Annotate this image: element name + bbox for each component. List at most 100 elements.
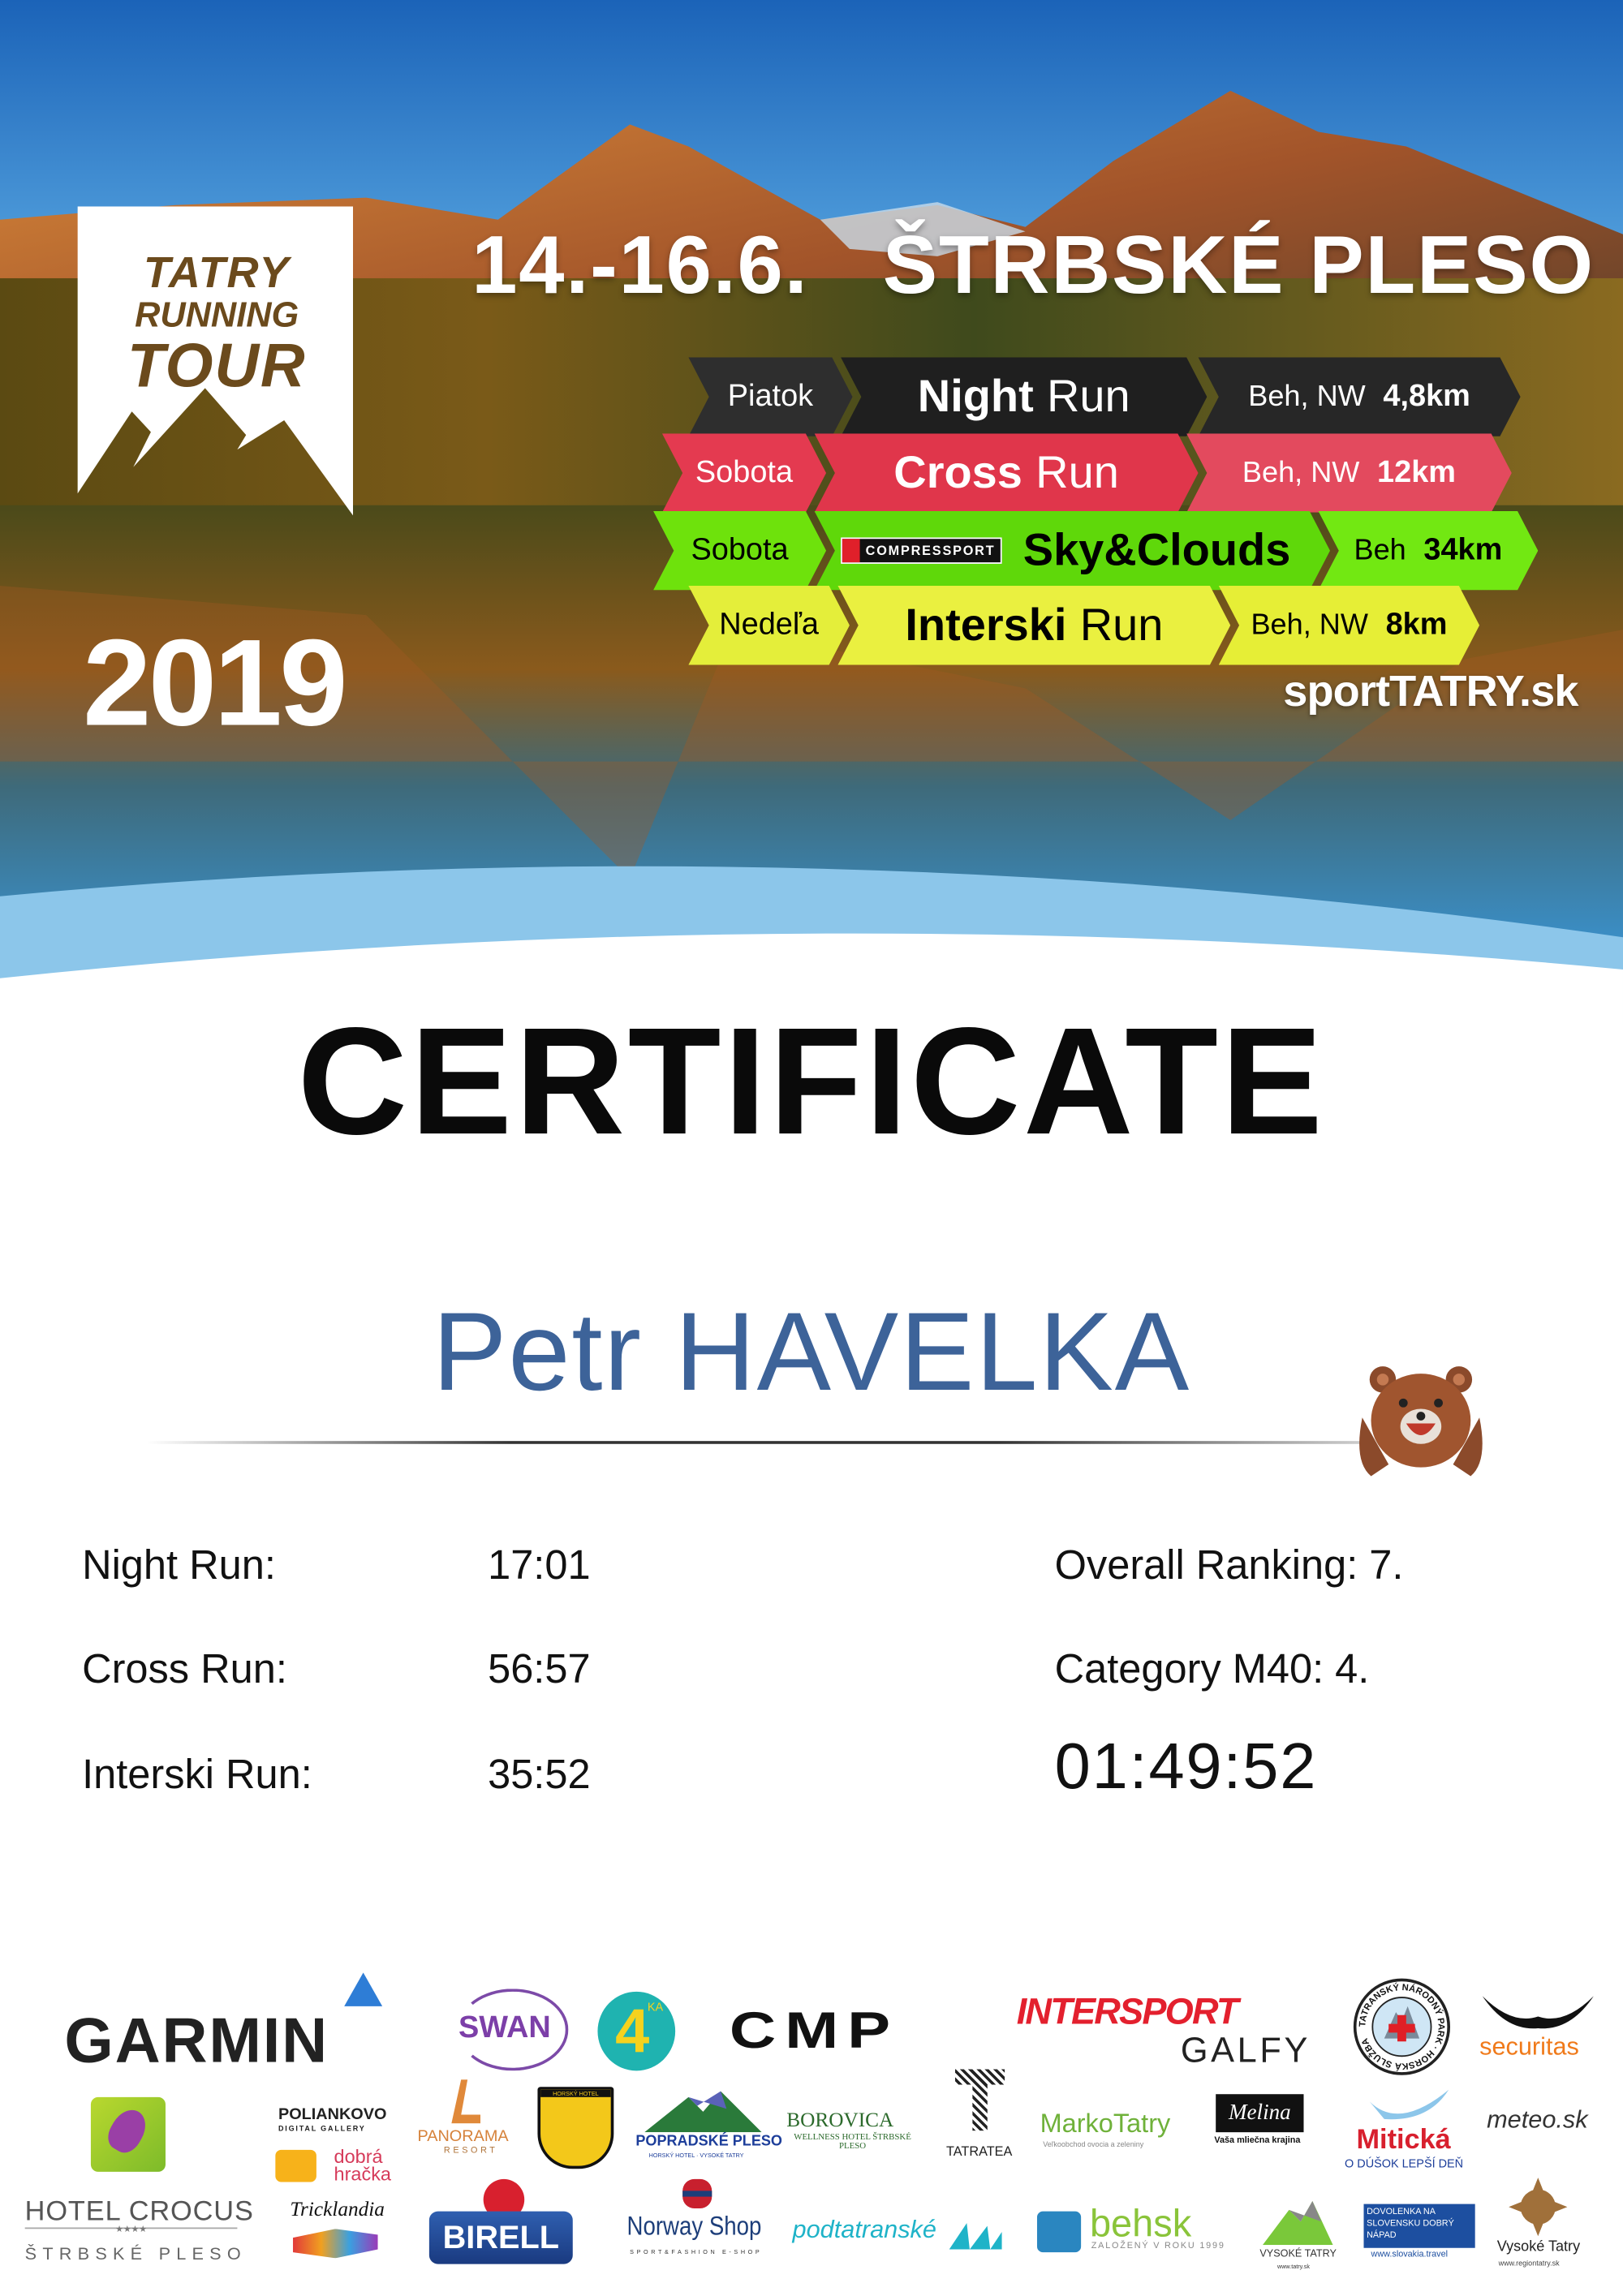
race-type: Beh, NW bbox=[1248, 380, 1366, 413]
sponsor-hotel-crocus: HOTEL CROCUS bbox=[24, 2196, 254, 2228]
logo-line-tour: TOUR bbox=[127, 330, 307, 400]
sponsor-galfy: GALFY bbox=[1180, 2031, 1311, 2071]
category-ranking: Category M40: 4. bbox=[1054, 1645, 1370, 1692]
region-url: www.regiontatry.sk bbox=[1498, 2259, 1560, 2269]
swan-circle bbox=[457, 1989, 569, 2071]
crocus-petal bbox=[102, 2103, 153, 2158]
sponsor-securitas: securitas bbox=[1479, 2032, 1579, 2061]
sponsor-dobra-hracka: dobrá hračka bbox=[334, 2145, 392, 2186]
logo-line-tatry: TATRY bbox=[143, 248, 291, 298]
race-day: Sobota bbox=[662, 433, 826, 512]
sponsor-norway-shop: Norway Shop bbox=[626, 2211, 762, 2241]
result-label-night-run: Night Run: bbox=[82, 1541, 276, 1588]
norway-flag-icon bbox=[682, 2178, 712, 2209]
name-underline-divider bbox=[146, 1441, 1363, 1444]
slovakia-travel-url: www.slovakia.travel bbox=[1371, 2251, 1449, 2260]
race-ribbon-sky-clouds: Sobota COMPRESSPORT Sky&Clouds Beh 34km bbox=[653, 511, 1538, 590]
race-name-bold: Night bbox=[917, 370, 1034, 422]
sponsor-marko-tatry: MarkoTatry bbox=[1040, 2109, 1171, 2139]
panorama-l-icon bbox=[451, 2079, 481, 2124]
race-type: Beh bbox=[1354, 533, 1406, 566]
sponsor-4ka: 4 KA bbox=[597, 1991, 676, 2071]
race-name-rest: Run bbox=[1035, 446, 1119, 498]
sponsor-popradske-pleso: POPRADSKÉ PLESO bbox=[635, 2133, 782, 2150]
race-km: 34km bbox=[1423, 533, 1503, 567]
sponsor-garmin: GARMIN bbox=[64, 2006, 329, 2077]
certificate-title: CERTIFICATE bbox=[297, 997, 1326, 1167]
tatratea-t-icon bbox=[954, 2069, 1005, 2131]
sponsor-sliezsky-dom: HORSKÝ HOTEL bbox=[537, 2087, 614, 2169]
popradske-pleso-mountain-icon bbox=[644, 2091, 762, 2133]
tricklandia-rainbow-icon bbox=[293, 2229, 378, 2259]
race-name: Cross Run bbox=[815, 433, 1199, 512]
vysoke-tatry-mountain-icon bbox=[1262, 2200, 1333, 2246]
race-distance: Beh, NW 4,8km bbox=[1199, 357, 1521, 436]
event-dates: 14.-16.6. bbox=[471, 217, 809, 311]
race-ribbon-night-run: Piatok Night Run Beh, NW 4,8km bbox=[688, 357, 1523, 436]
behsk-leg-icon bbox=[1036, 2211, 1082, 2253]
sponsor-borovica: BOROVICA bbox=[786, 2110, 894, 2133]
race-day: Piatok bbox=[688, 357, 852, 436]
securitas-eagle-icon bbox=[1482, 1996, 1594, 2029]
dobra-hracka-icon bbox=[275, 2149, 316, 2182]
popradske-sub: HORSKÝ HOTEL · VYSOKÉ TATRY bbox=[648, 2151, 744, 2159]
sponsor-behsk: behsk bbox=[1089, 2200, 1192, 2246]
result-label-interski-run: Interski Run: bbox=[82, 1751, 312, 1797]
race-name: Interski Run bbox=[837, 586, 1230, 664]
race-km: 4,8km bbox=[1383, 379, 1470, 414]
norway-sub: SPORT&FASHION E-SHOP bbox=[630, 2247, 763, 2255]
miticka-water-splash-icon bbox=[1369, 2089, 1449, 2120]
race-distance: Beh, NW 8km bbox=[1219, 586, 1479, 664]
borovica-sub: WELLNESS HOTEL ŠTRBSKÉ PLESO bbox=[794, 2133, 911, 2152]
race-name-rest: Run bbox=[1079, 599, 1164, 651]
sponsor-vysoke-tatry-region: Vysoké Tatry bbox=[1496, 2238, 1581, 2255]
sponsor-cmp: CMP bbox=[729, 2001, 899, 2060]
sponsor-melina: Melina bbox=[1216, 2094, 1304, 2133]
race-day: Nedeľa bbox=[688, 586, 850, 664]
overall-ranking: Overall Ranking: 7. bbox=[1054, 1541, 1404, 1588]
race-distance: Beh, NW 12km bbox=[1186, 433, 1512, 512]
result-time-cross-run: 56:57 bbox=[488, 1645, 591, 1692]
race-type: Beh, NW bbox=[1242, 456, 1360, 488]
sponsor-poliankovo: POLIANKOVO bbox=[278, 2105, 387, 2124]
sponsor-miticka: Mitická bbox=[1356, 2125, 1451, 2156]
sponsor-intersport: INTERSPORT bbox=[1016, 1991, 1239, 2033]
result-label-cross-run: Cross Run: bbox=[82, 1645, 287, 1692]
sponsor-tricklandia: Tricklandia bbox=[290, 2199, 385, 2222]
race-distance: Beh 34km bbox=[1319, 511, 1539, 590]
race-name-bold: Interski bbox=[905, 599, 1067, 651]
sliezsky-dom-text: HORSKÝ HOTEL bbox=[540, 2089, 611, 2097]
vysoke-tatry-region-sun-icon bbox=[1509, 2178, 1568, 2237]
sponsor-horska-sluzba: TATRANSKÝ NÁRODNÝ PARK · HORSKÁ SLUŽBA bbox=[1353, 1978, 1450, 2075]
race-km: 12km bbox=[1377, 455, 1456, 489]
sponsor-dovolenka-na-slovensku: DOVOLENKA NA SLOVENSKU DOBRÝ NÁPAD bbox=[1363, 2204, 1475, 2248]
sponsor-swan: SWAN bbox=[458, 2010, 551, 2044]
compressport-logo: COMPRESSPORT bbox=[841, 537, 1002, 563]
flag-stripe bbox=[682, 2191, 712, 2197]
marko-sub: Veľkoobchod ovocia a zeleniny bbox=[1043, 2140, 1144, 2150]
sponsor-vysoke-tatry-zdruzenie: VYSOKÉ TATRY bbox=[1259, 2249, 1337, 2260]
sponsor-tatratea: TATRATEA bbox=[946, 2143, 1013, 2159]
race-name-bold: Cross bbox=[893, 446, 1022, 498]
sponsor-birell: BIRELL bbox=[428, 2211, 573, 2264]
behsk-sub: ZALOŽENÝ V ROKU 1999 bbox=[1091, 2242, 1225, 2251]
crocus-sub: ŠTRBSKÉ PLESO bbox=[24, 2243, 247, 2264]
compressport-text: COMPRESSPORT bbox=[865, 543, 996, 558]
garmin-triangle-icon bbox=[344, 1972, 383, 2006]
race-name-rest: Run bbox=[1046, 370, 1130, 422]
result-time-interski-run: 35:52 bbox=[488, 1751, 591, 1797]
race-name: Night Run bbox=[841, 357, 1207, 436]
sponsor-podtatranske: podtatranské bbox=[792, 2216, 936, 2244]
panorama-sub: RESORT bbox=[443, 2147, 498, 2156]
total-time: 01:49:52 bbox=[1054, 1731, 1318, 1804]
miticka-sub: O DÚŠOK LEPŠÍ DEŇ bbox=[1345, 2156, 1464, 2171]
podtatranske-wave-icon bbox=[949, 2223, 1002, 2250]
vt-url: www.tatry.sk bbox=[1277, 2262, 1310, 2270]
race-type: Beh, NW bbox=[1251, 608, 1368, 641]
event-year: 2019 bbox=[83, 613, 347, 751]
participant-name: Petr HAVELKA bbox=[432, 1290, 1191, 1415]
race-km: 8km bbox=[1385, 608, 1448, 642]
4ka-sup: KA bbox=[647, 2000, 664, 2014]
event-location: ŠTRBSKÉ PLESO bbox=[882, 217, 1595, 311]
